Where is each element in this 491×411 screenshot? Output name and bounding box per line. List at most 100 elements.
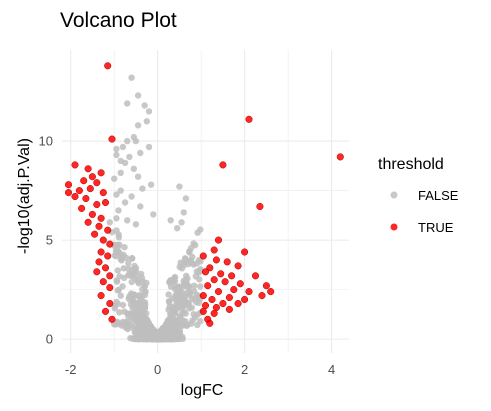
y-tick-label: 5 [46, 233, 53, 248]
false-point [115, 207, 122, 214]
false-point [143, 279, 150, 287]
true-point [88, 173, 96, 181]
false-point [150, 211, 157, 218]
true-point [201, 268, 210, 276]
false-point [181, 280, 188, 287]
true-point [95, 222, 103, 230]
true-point [210, 309, 218, 317]
false-point [119, 143, 127, 151]
false-point [126, 270, 133, 277]
false-point [165, 298, 173, 306]
false-point [196, 276, 203, 283]
true-point [104, 252, 112, 260]
true-point [82, 194, 90, 203]
false-point [118, 254, 126, 261]
false-point [121, 199, 129, 206]
true-point [234, 262, 242, 270]
false-point [139, 185, 146, 192]
legend-title: threshold [378, 156, 444, 173]
true-point [101, 307, 110, 315]
false-point [176, 335, 183, 342]
false-point [187, 258, 194, 265]
true-point [241, 248, 249, 256]
false-point [171, 276, 178, 283]
false-point [121, 244, 128, 251]
true-point [245, 115, 253, 123]
true-point [225, 305, 233, 313]
false-point [113, 151, 120, 159]
true-point [199, 307, 207, 315]
true-point [97, 292, 105, 300]
false-point [124, 323, 131, 331]
true-point [71, 192, 79, 201]
false-point [121, 159, 129, 167]
false-point [186, 249, 193, 256]
false-point [191, 282, 198, 289]
true-point [241, 295, 249, 304]
false-point [124, 137, 131, 145]
false-point [179, 309, 186, 317]
false-point [182, 195, 190, 202]
true-point [88, 210, 96, 218]
false-point [197, 317, 204, 325]
legend-label-true: TRUE [418, 220, 454, 235]
true-point [64, 189, 73, 197]
y-tick-label: 0 [46, 332, 53, 347]
false-point [178, 322, 186, 330]
true-point [108, 135, 116, 143]
false-point [130, 291, 138, 298]
false-point [111, 305, 119, 312]
true-point [104, 226, 112, 234]
true-point [93, 179, 101, 187]
true-point [212, 303, 220, 312]
true-point [234, 299, 242, 308]
true-point [106, 299, 114, 308]
true-point [208, 295, 216, 304]
false-point [113, 278, 121, 285]
false-point [173, 285, 181, 293]
false-point [114, 267, 122, 274]
x-tick-label: 4 [328, 362, 335, 377]
true-point [214, 288, 223, 296]
false-point [170, 331, 177, 339]
true-point [221, 278, 229, 286]
y-axis-title: -log10(adj.P.Val) [16, 138, 33, 254]
false-point [124, 217, 131, 224]
x-axis-title: logFC [181, 382, 224, 399]
true-point [258, 292, 266, 300]
true-point [223, 258, 231, 266]
false-point [188, 320, 195, 327]
false-point [132, 308, 140, 316]
false-point [130, 165, 137, 172]
data-points [64, 62, 344, 343]
x-tick-label: 0 [154, 362, 161, 377]
true-point [80, 177, 88, 185]
true-point [206, 319, 214, 327]
false-point [113, 215, 120, 222]
legend-key-true [390, 223, 398, 231]
false-point [106, 219, 114, 226]
false-point [197, 283, 204, 290]
true-point [199, 252, 207, 260]
true-point [336, 153, 344, 161]
true-point [225, 293, 233, 302]
false-point [184, 275, 191, 282]
true-point [199, 292, 207, 300]
false-point [140, 312, 147, 319]
false-point [125, 260, 132, 267]
false-point [197, 226, 204, 233]
true-point [91, 230, 99, 238]
false-point [133, 300, 140, 307]
false-point [137, 203, 144, 210]
true-point [236, 280, 244, 288]
true-point [267, 288, 275, 296]
true-point [217, 270, 225, 278]
false-point [135, 323, 143, 331]
false-point [115, 234, 123, 241]
true-point [97, 214, 105, 222]
false-point [185, 300, 192, 307]
false-point [190, 311, 197, 318]
true-point [99, 189, 107, 197]
false-point [116, 241, 123, 248]
